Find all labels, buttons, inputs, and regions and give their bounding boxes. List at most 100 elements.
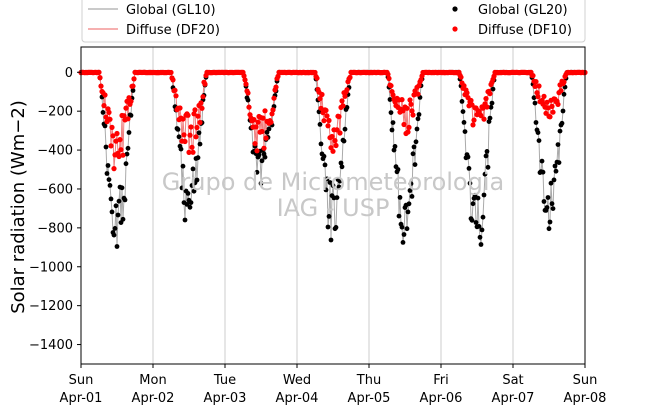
point-global-gl20: [411, 144, 417, 150]
point-global-gl20: [180, 163, 186, 169]
point-diffuse-df10: [101, 103, 107, 109]
point-global-gl20: [256, 152, 262, 158]
point-diffuse-df10: [202, 81, 208, 87]
point-diffuse-df10: [409, 108, 415, 114]
point-diffuse-df10: [481, 116, 487, 122]
point-global-gl20: [395, 167, 401, 172]
point-global-gl20: [409, 194, 415, 199]
point-diffuse-df10: [260, 115, 266, 121]
point-diffuse-df10: [534, 90, 540, 96]
y-tick-label: −1200: [29, 299, 73, 314]
point-global-gl20: [178, 146, 184, 152]
point-global-gl20: [473, 220, 479, 225]
point-diffuse-df10: [111, 166, 117, 172]
point-diffuse-df10: [332, 138, 338, 144]
point-diffuse-df10: [415, 91, 421, 97]
point-diffuse-df10: [541, 93, 547, 99]
point-global-gl20: [392, 144, 398, 149]
point-global-gl20: [416, 112, 422, 117]
point-diffuse-df10: [406, 124, 412, 130]
point-global-gl20: [405, 209, 411, 215]
point-diffuse-df10: [242, 77, 248, 83]
point-diffuse-df10: [478, 113, 484, 119]
point-diffuse-df10: [268, 119, 274, 125]
point-diffuse-df10: [259, 128, 265, 135]
point-diffuse-df10: [404, 105, 410, 111]
point-diffuse-df10: [255, 119, 261, 125]
point-diffuse-df10: [407, 97, 413, 103]
point-diffuse-df10: [181, 132, 187, 138]
point-global-gl20: [488, 104, 494, 110]
point-global-gl20: [254, 169, 260, 175]
point-global-gl20: [401, 232, 407, 237]
point-global-gl20: [128, 113, 134, 118]
point-diffuse-df10: [533, 79, 539, 85]
point-global-gl20: [116, 198, 122, 204]
point-global-gl20: [397, 195, 403, 200]
point-diffuse-df10: [253, 124, 259, 130]
point-global-gl20: [470, 201, 476, 207]
point-global-gl20: [389, 127, 395, 133]
point-diffuse-df10: [251, 117, 257, 123]
point-global-gl20: [465, 154, 471, 160]
point-global-gl20: [559, 120, 565, 126]
point-global-gl20: [195, 155, 201, 161]
legend-box: [81, 0, 586, 43]
x-tick-label-date: Apr-07: [492, 391, 535, 406]
y-axis-label: Solar radiation (Wm−2): [8, 100, 29, 314]
point-global-gl20: [553, 168, 559, 174]
point-global-gl20: [318, 141, 324, 147]
point-diffuse-df10: [246, 104, 252, 110]
point-global-gl20: [184, 202, 190, 207]
point-global-gl20: [336, 184, 342, 190]
point-global-gl20: [191, 188, 197, 194]
point-global-gl20: [262, 154, 268, 160]
point-diffuse-df10: [545, 105, 551, 111]
point-diffuse-df10: [487, 91, 493, 97]
point-diffuse-df10: [180, 116, 186, 122]
point-diffuse-df10: [319, 91, 325, 98]
point-diffuse-df10: [109, 124, 115, 130]
point-diffuse-df10: [329, 133, 335, 140]
point-diffuse-df10: [386, 75, 392, 82]
point-global-gl20: [105, 163, 111, 168]
x-tick-label-day: Fri: [433, 373, 449, 388]
point-diffuse-df10: [544, 99, 550, 105]
point-global-gl20: [104, 171, 110, 176]
point-global-gl20: [126, 130, 132, 135]
point-diffuse-df10: [96, 69, 102, 75]
point-global-gl20: [556, 160, 562, 166]
point-global-gl20: [461, 120, 467, 125]
legend-label-global-gl20: Global (GL20): [478, 3, 568, 18]
x-tick-label-day: Sun: [69, 373, 94, 388]
point-global-gl20: [400, 240, 406, 245]
point-diffuse-df10: [269, 111, 275, 117]
point-global-gl20: [466, 166, 472, 171]
legend: Global (GL10) Diffuse (DF20) Global (GL2…: [81, 0, 586, 43]
point-diffuse-df10: [480, 105, 486, 111]
point-global-gl20: [483, 153, 489, 159]
point-global-gl20: [531, 95, 537, 101]
point-diffuse-df10: [547, 114, 553, 120]
point-diffuse-df10: [108, 143, 114, 149]
point-global-gl20: [109, 209, 115, 215]
watermark-line-1: Grupo de Micrometeorologia: [162, 168, 504, 196]
point-diffuse-df10: [344, 87, 350, 93]
point-global-gl20: [412, 162, 418, 168]
point-diffuse-df10: [116, 153, 122, 160]
point-global-gl20: [182, 217, 188, 223]
point-diffuse-df10: [190, 149, 196, 155]
point-diffuse-df10: [275, 73, 281, 79]
point-diffuse-df10: [263, 135, 269, 141]
point-diffuse-df10: [254, 148, 260, 154]
point-global-gl20: [187, 204, 193, 210]
point-global-gl20: [196, 130, 202, 136]
point-diffuse-df10: [333, 142, 339, 149]
y-tick-label: −400: [37, 144, 73, 159]
point-diffuse-df10: [97, 75, 103, 81]
series-diffuse-df10: [78, 69, 588, 172]
point-diffuse-df10: [549, 103, 555, 109]
point-global-gl20: [337, 178, 343, 184]
point-global-gl20: [100, 110, 106, 115]
point-diffuse-df10: [197, 119, 203, 126]
